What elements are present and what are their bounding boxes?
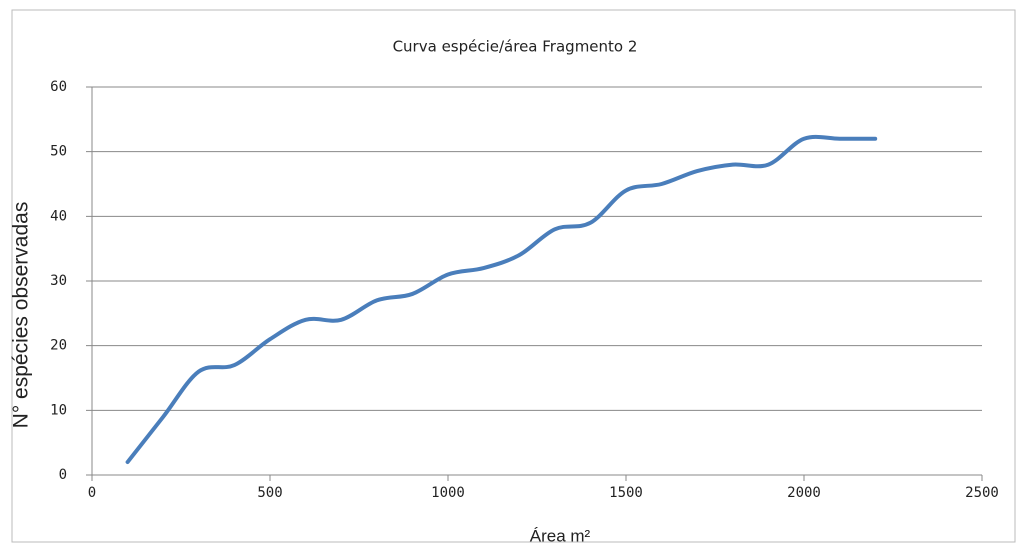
y-tick-label: 60: [50, 79, 67, 95]
x-tick-label: 2000: [787, 485, 821, 501]
x-tick-label: 500: [257, 485, 282, 501]
chart-frame: [11, 9, 1016, 543]
chart-title: Curva espécie/área Fragmento 2: [393, 38, 638, 56]
y-tick-label: 50: [50, 144, 67, 160]
y-axis-label: N° espécies observadas: [10, 202, 33, 429]
x-tick-label: 0: [88, 485, 96, 501]
y-tick-label: 30: [50, 273, 67, 289]
y-tick-label: 0: [59, 467, 67, 483]
x-axis-label: Área m²: [530, 526, 591, 545]
x-tick-label: 1500: [609, 485, 643, 501]
data-line: [125, 134, 878, 465]
y-tick-label: 40: [50, 208, 67, 224]
x-tick-label: 1000: [431, 485, 465, 501]
y-tick-label: 20: [50, 338, 67, 354]
y-tick-label: 10: [50, 402, 67, 418]
x-tick-label: 2500: [965, 485, 999, 501]
